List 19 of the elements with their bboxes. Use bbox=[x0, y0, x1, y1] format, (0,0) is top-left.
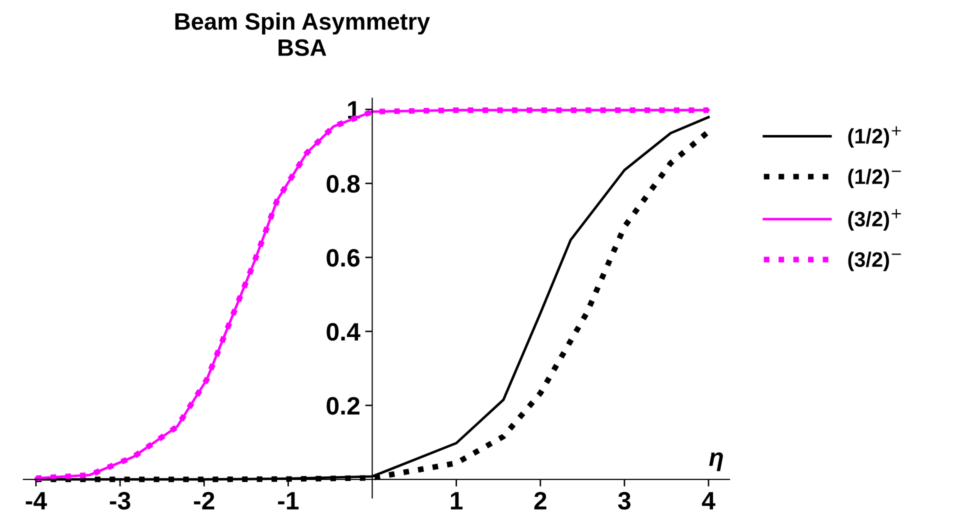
chart-subtitle: BSA bbox=[278, 39, 326, 56]
x-tick-label: -2 bbox=[194, 492, 214, 510]
x-tick-label: 2 bbox=[534, 492, 546, 510]
x-tick-label: 1 bbox=[450, 492, 463, 510]
x-tick-label: -3 bbox=[110, 492, 130, 510]
legend-label: (1/2)$^{−}$ bbox=[848, 168, 901, 188]
x-tick-label: -4 bbox=[26, 492, 47, 510]
y-tick-label: 0.2 bbox=[326, 397, 360, 415]
y-tick-label: 0.4 bbox=[326, 323, 360, 341]
y-tick-label: 0.8 bbox=[326, 175, 360, 193]
x-axis-title: η bbox=[709, 452, 723, 472]
chart-title: Beam Spin Asymmetry bbox=[175, 12, 430, 35]
legend-label: (3/2)$^{−}$ bbox=[848, 252, 901, 272]
legend-label: (3/2)$^{+}$ bbox=[848, 209, 901, 231]
x-tick-label: 3 bbox=[618, 492, 630, 510]
x-tick-label: 4 bbox=[702, 492, 716, 510]
x-tick-label: -1 bbox=[278, 492, 299, 510]
legend-label: (1/2)$^{+}$ bbox=[848, 126, 901, 148]
y-tick-label: 0.6 bbox=[326, 249, 360, 267]
